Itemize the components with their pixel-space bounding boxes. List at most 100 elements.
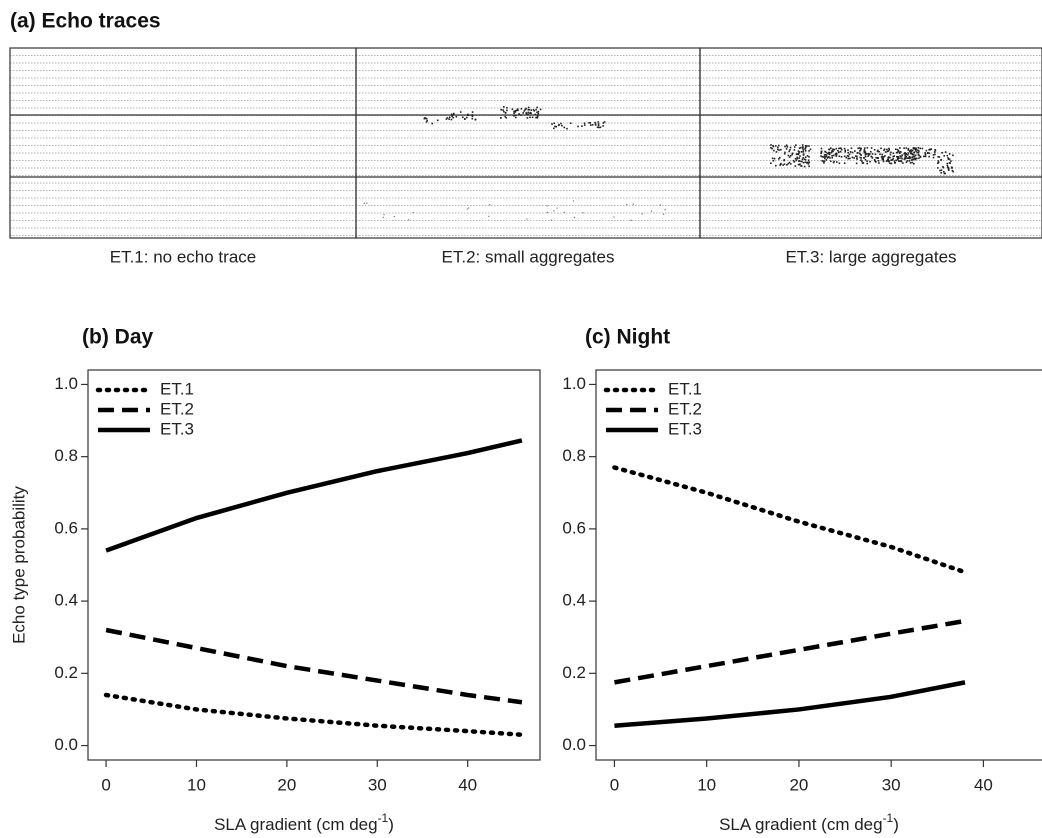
echo-dot	[867, 147, 869, 149]
echo-dot	[773, 146, 775, 148]
echo-dot	[901, 154, 903, 156]
echo-dot	[795, 160, 797, 162]
echo-dot	[875, 161, 877, 163]
echo-dot	[911, 151, 913, 153]
echo-dot	[836, 155, 838, 157]
echo-dot	[770, 162, 772, 164]
echo-dot	[564, 212, 565, 213]
echo-dot	[895, 148, 897, 150]
echo-dot	[897, 158, 899, 160]
echo-dot	[856, 163, 858, 165]
echo-dot	[907, 160, 909, 162]
echo-dot	[840, 148, 842, 150]
echo-dot	[808, 159, 810, 161]
echo-dot	[663, 214, 664, 215]
echo-dot	[849, 153, 851, 155]
echo-dot	[838, 148, 840, 150]
echo-dot	[891, 163, 893, 165]
echo-dot	[790, 147, 792, 149]
echo-dot	[626, 204, 627, 205]
echo-dot	[913, 148, 915, 150]
echo-dot	[426, 118, 428, 120]
echo-dot	[840, 151, 842, 153]
echo-dot	[799, 164, 801, 166]
echo-dot	[452, 117, 454, 119]
echo-dot	[460, 111, 462, 113]
echo-dot	[777, 149, 779, 151]
echo-dot	[833, 155, 835, 157]
echo-dot	[912, 162, 914, 164]
echo-dot	[895, 160, 897, 162]
echo-dot	[907, 149, 909, 151]
echo-dot	[528, 107, 530, 109]
echo-dot	[893, 152, 895, 154]
echo-dot	[789, 156, 791, 158]
echo-dot	[894, 162, 896, 164]
echo-dot	[899, 157, 901, 159]
echo-dot	[934, 149, 936, 151]
echo-dot	[560, 123, 562, 125]
echo-dot	[918, 150, 920, 152]
echo-dot	[937, 167, 939, 169]
echo-dot	[910, 162, 912, 164]
echo-dot	[521, 108, 523, 110]
echo-dot	[864, 149, 866, 151]
y-tick-label: 0.4	[562, 591, 586, 610]
echo-dot	[584, 122, 586, 124]
x-tick-label: 10	[697, 775, 716, 794]
echo-dot	[897, 159, 899, 161]
echo-dot	[588, 122, 590, 124]
echo-dot	[863, 157, 865, 159]
echo-dot	[884, 148, 886, 150]
echo-dot	[786, 144, 788, 146]
echo-dot	[551, 123, 553, 125]
echo-dot	[909, 157, 911, 159]
echo-dot	[894, 160, 896, 162]
echo-dot	[805, 150, 807, 152]
echo-dot	[841, 156, 843, 158]
echo-dot	[798, 160, 800, 162]
echo-dot	[926, 150, 928, 152]
echo-dot	[839, 163, 841, 165]
echo-dot	[437, 120, 439, 122]
line	[106, 695, 522, 735]
echo-dot	[597, 126, 599, 128]
echo-dot	[453, 113, 455, 115]
echo-dot	[530, 112, 532, 114]
echo-dot	[532, 117, 534, 119]
echo-dot	[892, 158, 894, 160]
line	[106, 440, 522, 550]
echo-dot	[827, 157, 829, 159]
echo-dot	[838, 151, 840, 153]
echo-dot	[828, 149, 830, 151]
echo-dot	[774, 158, 776, 160]
echo-dot	[527, 112, 529, 114]
echo-dot	[875, 153, 877, 155]
y-tick-label: 0.8	[562, 446, 586, 465]
echo-dot	[906, 161, 908, 163]
echo-dot	[940, 172, 942, 174]
echo-dot	[665, 209, 666, 210]
echo-frame	[700, 48, 1042, 238]
echo-dot	[896, 152, 898, 154]
echo-dot	[925, 156, 927, 158]
echo-dot	[540, 109, 542, 111]
echo-dot	[803, 162, 805, 164]
x-tick-label: 30	[368, 775, 387, 794]
echo-dot	[805, 148, 807, 150]
y-axis-label: Echo type probability	[9, 486, 28, 644]
echo-dot	[853, 157, 855, 159]
echo-dot	[881, 156, 883, 158]
echo-dot	[792, 153, 794, 155]
echo-dot	[506, 110, 508, 112]
echo-dot	[553, 122, 555, 124]
echo-dot	[857, 147, 859, 149]
echo-dot	[912, 159, 914, 161]
echo-dot	[778, 145, 780, 147]
echo-dot	[952, 171, 954, 173]
echo-dot	[795, 158, 797, 160]
echo-dot	[860, 148, 862, 150]
echo-dot	[897, 156, 899, 158]
echo-dot	[918, 154, 920, 156]
echo-dot	[844, 148, 846, 150]
